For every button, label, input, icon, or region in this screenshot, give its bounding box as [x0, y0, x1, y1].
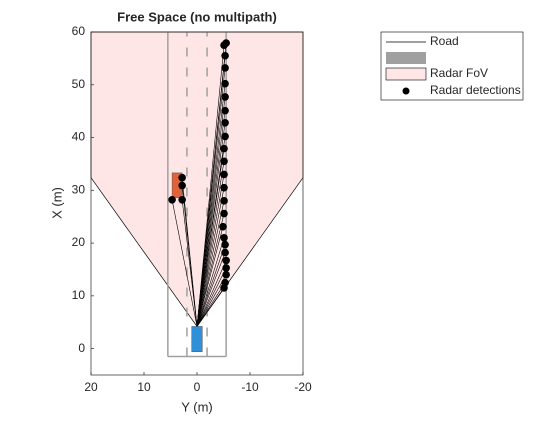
radar-detection	[221, 240, 229, 249]
y-tick-label: 0	[78, 341, 85, 355]
x-tick-label: 20	[84, 380, 98, 394]
y-tick-label: 50	[72, 77, 86, 91]
y-axis-label: X (m)	[49, 187, 64, 219]
detection-ray	[196, 67, 226, 327]
x-tick-label: -10	[241, 380, 259, 394]
radar-detection	[221, 64, 229, 72]
detection-ray	[196, 148, 225, 327]
y-tick-label: 30	[72, 182, 86, 196]
radar-detection	[178, 196, 186, 204]
radar-detection	[220, 209, 228, 218]
x-tick-label: 10	[137, 380, 151, 394]
legend: Road Radar FoV Radar detections	[380, 31, 524, 101]
x-axis-label: Y (m)	[181, 399, 213, 414]
detection-ray	[196, 161, 225, 327]
radar-detection	[221, 248, 229, 257]
y-tick-label: 60	[72, 24, 86, 38]
radar-detection	[222, 264, 230, 272]
detection-ray	[196, 200, 225, 327]
radar-detection	[178, 173, 186, 182]
legend-marker	[402, 87, 410, 95]
y-tick-label: 10	[72, 288, 86, 302]
radar-detection	[222, 270, 230, 279]
detection-ray	[196, 187, 225, 327]
detection-ray	[196, 244, 226, 327]
radar-detection	[220, 41, 228, 49]
radar-detection	[220, 197, 228, 205]
radar-detection	[220, 157, 228, 166]
legend-fov-swatch	[385, 67, 427, 81]
detection-ray	[196, 45, 225, 327]
detection-ray	[196, 274, 227, 327]
radar-detection	[220, 144, 228, 153]
radar-detection	[221, 93, 229, 101]
detection-ray	[181, 199, 198, 327]
legend-vehicle-swatch	[386, 52, 426, 64]
ego-vehicle	[191, 326, 203, 353]
detection-ray	[196, 226, 224, 327]
radar-detection	[221, 79, 229, 88]
detection-ray	[196, 213, 225, 327]
detection-ray	[196, 237, 225, 327]
detection-ray	[196, 260, 227, 327]
detection-ray	[196, 287, 225, 327]
y-tick-label: 40	[72, 130, 86, 144]
radar-detection	[168, 196, 176, 204]
x-tick-label: -20	[294, 380, 312, 394]
detection-ray	[171, 199, 198, 327]
legend-label: Road	[430, 34, 459, 48]
chart-title: Free Space (no multipath)	[117, 9, 277, 24]
radar-detection	[221, 132, 229, 141]
detection-ray	[196, 282, 226, 327]
radar-detection	[220, 170, 228, 179]
radar-detection	[220, 234, 228, 242]
radar-detection	[220, 183, 228, 192]
detection-ray	[196, 174, 225, 327]
radar-detection	[219, 222, 227, 231]
legend-label: Radar detections	[430, 83, 521, 97]
y-tick-label: 20	[72, 235, 86, 249]
radar-detection	[221, 118, 229, 127]
legend-label: Radar FoV	[430, 66, 488, 80]
detection-ray	[196, 252, 226, 327]
x-tick-label: 0	[194, 380, 201, 394]
detection-ray	[196, 267, 227, 327]
radar-detection	[220, 284, 228, 292]
radar-detection	[221, 51, 229, 60]
radar-detection	[221, 106, 229, 115]
detection-ray	[196, 122, 226, 327]
radar-detection	[178, 181, 186, 190]
radar-detection	[222, 256, 230, 265]
